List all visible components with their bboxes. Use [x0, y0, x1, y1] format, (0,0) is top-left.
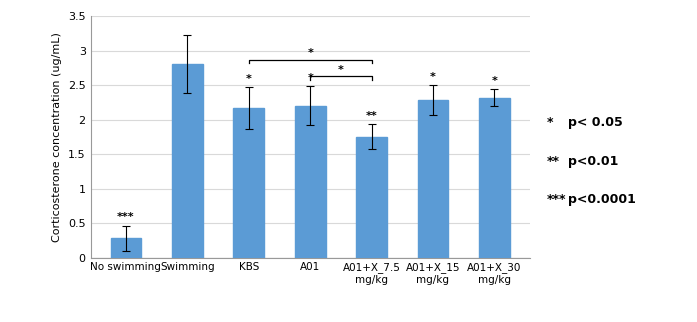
Bar	[233, 108, 264, 258]
Bar	[295, 106, 325, 258]
Text: *: *	[246, 74, 252, 84]
Text: *: *	[338, 65, 344, 75]
Text: *: *	[307, 48, 313, 58]
Bar	[418, 100, 448, 258]
Bar	[111, 238, 141, 258]
Text: ***: ***	[547, 193, 567, 206]
Text: ***: ***	[117, 213, 135, 223]
Bar	[479, 98, 510, 258]
Text: *: *	[547, 116, 553, 129]
Text: *: *	[307, 73, 313, 83]
Text: p<0.0001: p<0.0001	[568, 193, 636, 206]
Bar	[356, 137, 387, 258]
Bar	[172, 64, 203, 258]
Text: p< 0.05: p< 0.05	[568, 116, 623, 129]
Y-axis label: Corticosterone concentration (ug/mL): Corticosterone concentration (ug/mL)	[52, 32, 63, 242]
Text: p<0.01: p<0.01	[568, 155, 618, 167]
Text: **: **	[547, 155, 560, 167]
Text: **: **	[366, 111, 378, 121]
Text: *: *	[430, 72, 436, 82]
Text: *: *	[491, 76, 498, 86]
